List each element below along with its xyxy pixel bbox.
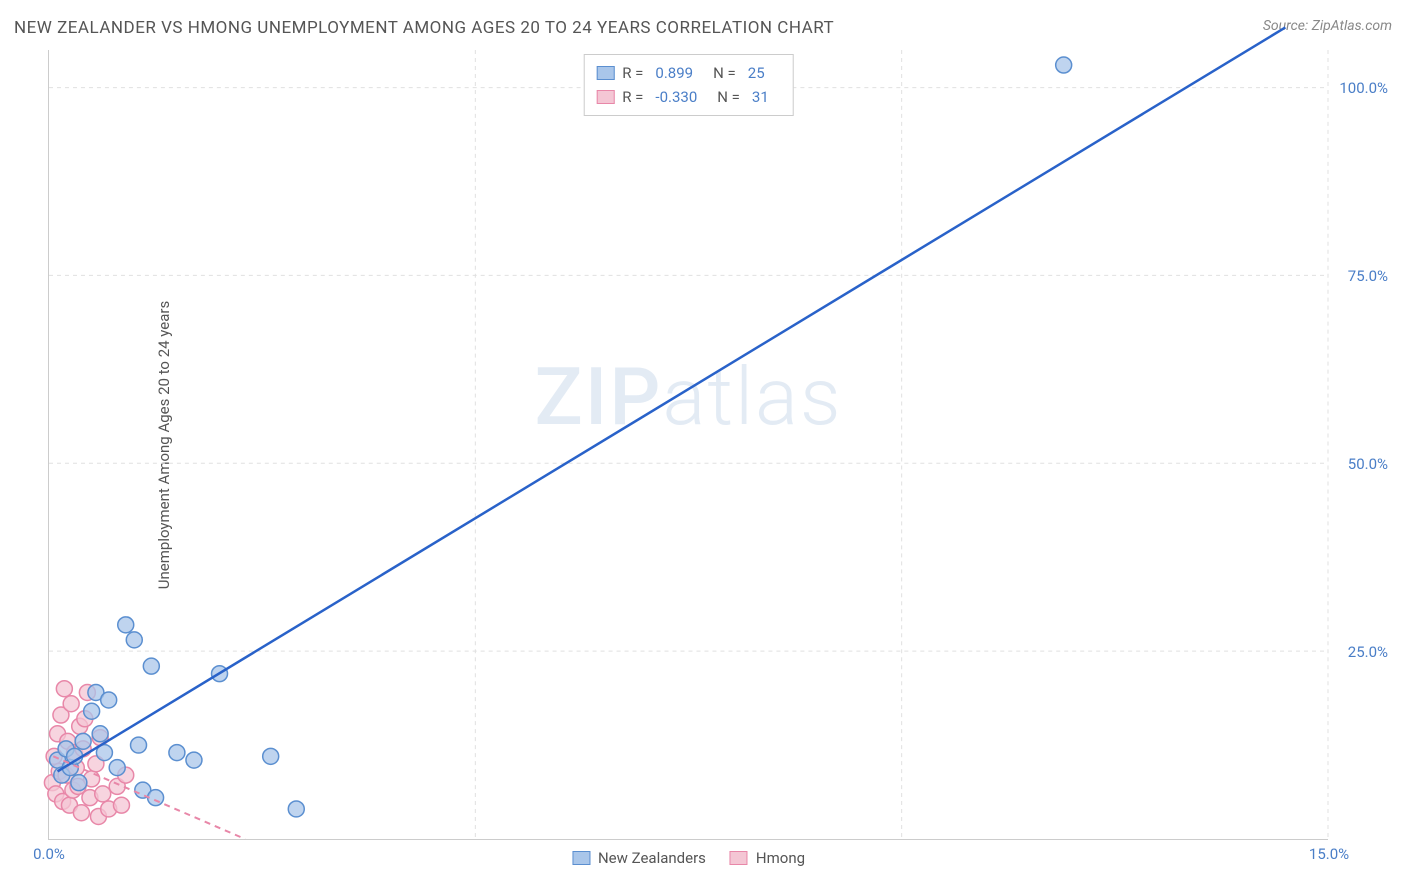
swatch-nz-bottom: [572, 851, 590, 865]
chart-container: Unemployment Among Ages 20 to 24 years Z…: [48, 50, 1388, 840]
plot-svg: [49, 50, 1328, 839]
data-point: [109, 760, 125, 776]
data-point: [92, 726, 108, 742]
data-point: [101, 692, 117, 708]
data-point: [73, 805, 89, 821]
correlation-legend: R = 0.899 N = 25 R = -0.330 N = 31: [583, 54, 794, 116]
data-point: [169, 745, 185, 761]
data-point: [95, 786, 111, 802]
legend-item-nz: New Zealanders: [572, 849, 706, 867]
legend-item-hmong: Hmong: [730, 849, 805, 867]
swatch-hmong-bottom: [730, 851, 748, 865]
chart-title: NEW ZEALANDER VS HMONG UNEMPLOYMENT AMON…: [14, 18, 834, 38]
data-point: [71, 775, 87, 791]
data-point: [84, 703, 100, 719]
data-point: [1056, 57, 1072, 73]
data-point: [118, 617, 134, 633]
y-tick-label: 50.0%: [1348, 455, 1388, 473]
data-point: [186, 752, 202, 768]
plot-area: ZIPatlas 25.0%50.0%75.0%100.0% 0.0%15.0%…: [48, 50, 1328, 840]
data-point: [126, 632, 142, 648]
y-tick-label: 100.0%: [1339, 79, 1388, 97]
chart-source: Source: ZipAtlas.com: [1263, 18, 1392, 34]
data-point: [148, 790, 164, 806]
data-point: [56, 681, 72, 697]
swatch-hmong: [596, 90, 614, 104]
data-point: [75, 733, 91, 749]
y-tick-label: 25.0%: [1348, 643, 1388, 661]
data-point: [63, 696, 79, 712]
legend-row-hmong: R = -0.330 N = 31: [596, 85, 781, 109]
legend-row-nz: R = 0.899 N = 25: [596, 61, 781, 85]
x-tick-label: 15.0%: [1309, 845, 1349, 863]
data-point: [131, 737, 147, 753]
data-point: [113, 797, 129, 813]
series-legend: New Zealanders Hmong: [572, 849, 805, 867]
x-tick-label: 0.0%: [33, 845, 65, 863]
y-tick-label: 75.0%: [1348, 267, 1388, 285]
data-point: [263, 748, 279, 764]
data-point: [288, 801, 304, 817]
swatch-nz: [596, 66, 614, 80]
trend-line: [58, 27, 1286, 771]
chart-header: NEW ZEALANDER VS HMONG UNEMPLOYMENT AMON…: [14, 18, 1392, 38]
data-point: [143, 658, 159, 674]
